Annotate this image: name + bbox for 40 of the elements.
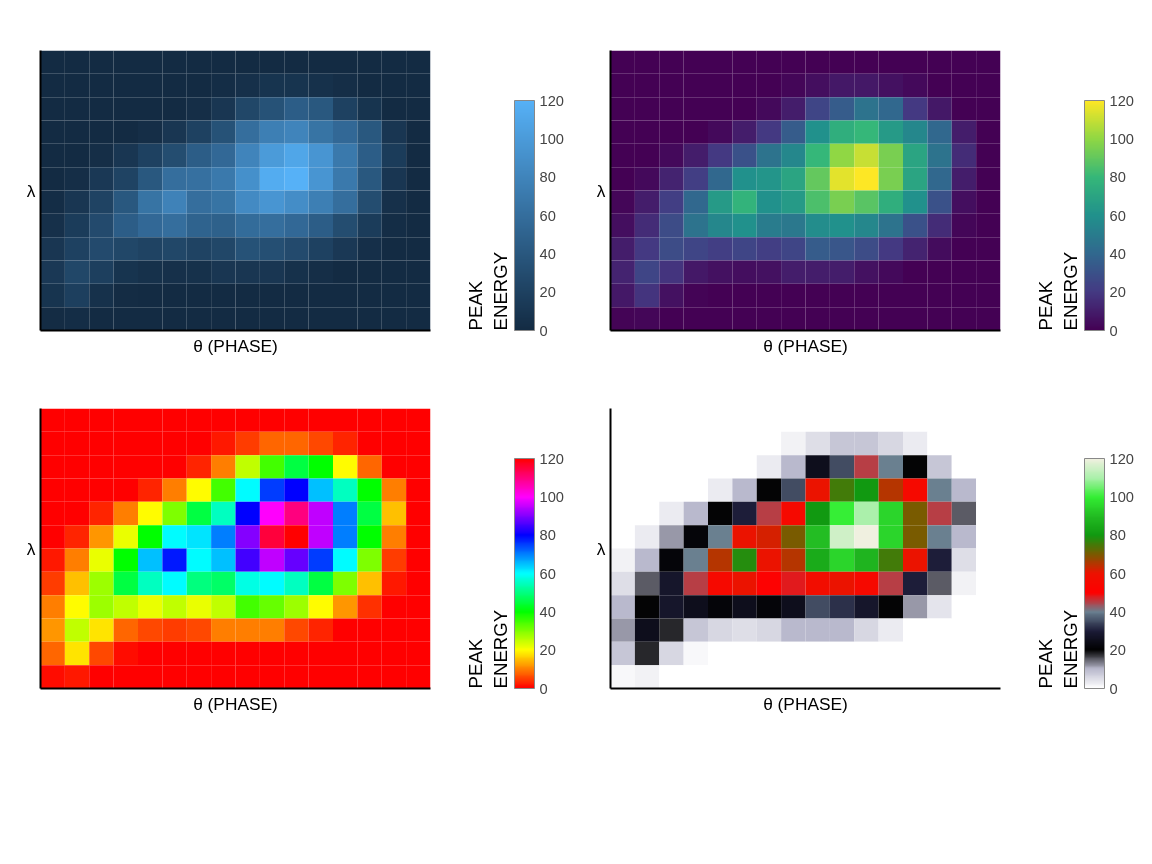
color-bar-label: 100: [539, 488, 564, 505]
color-bar-label: 100: [1109, 488, 1134, 505]
color-bar-label: 80: [539, 527, 556, 544]
color-bar-title: PEAK ENERGY: [1035, 251, 1082, 331]
color-bar-label: 20: [539, 642, 556, 659]
color-bar-label: 120: [539, 92, 564, 109]
color-bar-label: 60: [539, 565, 556, 582]
color-bar-label: 80: [1109, 169, 1126, 186]
color-bar-label: 40: [1109, 603, 1126, 620]
color-bar-label: 60: [539, 207, 556, 224]
color-bar-label: 120: [1109, 450, 1134, 467]
color-bar-label: 80: [539, 169, 556, 186]
color-bar-label: 0: [539, 680, 548, 697]
color-bar-label: 100: [539, 130, 564, 147]
color-bar-label: 40: [539, 245, 556, 262]
x-axis-title: θ (PHASE): [193, 335, 278, 356]
color-bar-label: 60: [1109, 565, 1126, 582]
x-axis-title: θ (PHASE): [763, 335, 848, 356]
color-bar-label: 100: [1109, 130, 1134, 147]
color-bar-title: PEAK ENERGY: [465, 609, 512, 689]
color-bar-label: 120: [1109, 92, 1134, 109]
color-bar-label: 40: [1109, 245, 1126, 262]
color-bar-label: 80: [1109, 527, 1126, 544]
color-bar-title: PEAK ENERGY: [465, 251, 512, 331]
color-bar-label: 0: [1109, 680, 1118, 697]
y-axis-title: λ: [26, 180, 36, 201]
color-bar-title: PEAK ENERGY: [1035, 609, 1082, 689]
color-bar-label: 20: [1109, 284, 1126, 301]
x-axis-title: θ (PHASE): [763, 693, 848, 714]
color-bar-label: 20: [1109, 642, 1126, 659]
color-bar-label: 60: [1109, 207, 1126, 224]
color-bar-label: 0: [539, 322, 548, 339]
color-bar-label: 0: [1109, 322, 1118, 339]
y-axis-title: λ: [26, 538, 36, 559]
x-axis-title: θ (PHASE): [193, 693, 278, 714]
color-bar-label: 20: [539, 284, 556, 301]
y-axis-title: λ: [596, 180, 606, 201]
color-bar-label: 40: [539, 603, 556, 620]
y-axis-title: λ: [596, 538, 606, 559]
color-bar-label: 120: [539, 450, 564, 467]
